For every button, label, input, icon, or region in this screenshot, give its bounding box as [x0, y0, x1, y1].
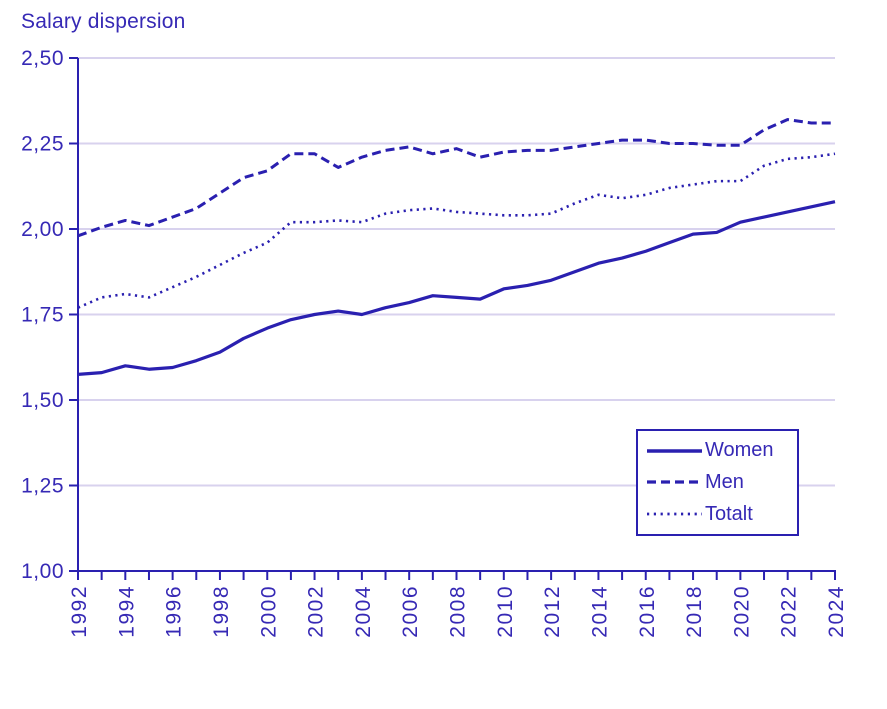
svg-text:2,50: 2,50: [21, 47, 64, 70]
svg-text:2000: 2000: [257, 585, 280, 638]
legend-item-men: Men: [646, 471, 789, 494]
svg-text:2,25: 2,25: [21, 133, 64, 156]
legend-line-dotted-icon: [647, 512, 702, 516]
svg-text:1,25: 1,25: [21, 475, 64, 498]
gridlines: [78, 57, 835, 487]
svg-text:2006: 2006: [399, 585, 422, 638]
svg-text:2018: 2018: [683, 585, 706, 638]
svg-text:2012: 2012: [541, 585, 564, 638]
legend-line-dashed-icon: [647, 480, 702, 485]
chart-title: Salary dispersion: [21, 10, 186, 33]
svg-text:2008: 2008: [447, 585, 470, 638]
series-totalt: [77, 152, 836, 309]
svg-text:1994: 1994: [115, 585, 138, 638]
svg-text:2,00: 2,00: [21, 218, 64, 241]
svg-text:2014: 2014: [588, 585, 611, 638]
svg-text:2002: 2002: [305, 585, 328, 638]
svg-text:1,75: 1,75: [21, 304, 64, 327]
svg-text:2010: 2010: [494, 585, 517, 638]
svg-text:1992: 1992: [68, 585, 91, 638]
svg-text:1,50: 1,50: [21, 389, 64, 412]
svg-text:2004: 2004: [352, 585, 375, 638]
svg-text:2022: 2022: [778, 585, 801, 638]
legend: Women Men Totalt: [636, 429, 799, 536]
legend-label-men: Men: [705, 470, 744, 493]
svg-text:2024: 2024: [825, 585, 848, 638]
svg-text:1998: 1998: [210, 585, 233, 638]
legend-item-women: Women: [646, 439, 789, 462]
legend-label-totalt: Totalt: [705, 502, 753, 525]
series-men: [77, 118, 835, 238]
svg-text:1,00: 1,00: [21, 560, 64, 583]
x-axis-labels: 1992 1994 1996 1998 2000 2002 2004 2006 2008 2010…: [68, 571, 848, 638]
series-women: [77, 200, 836, 376]
svg-text:2016: 2016: [636, 585, 659, 638]
svg-text:2020: 2020: [730, 585, 753, 638]
legend-line-solid-icon: [647, 449, 702, 453]
y-axis-labels: 1,00 1,25 1,50 1,75 2,00 2,25 2,50: [21, 47, 78, 583]
legend-item-totalt: Totalt: [646, 503, 789, 526]
legend-label-women: Women: [705, 439, 774, 462]
svg-text:1996: 1996: [163, 585, 186, 638]
